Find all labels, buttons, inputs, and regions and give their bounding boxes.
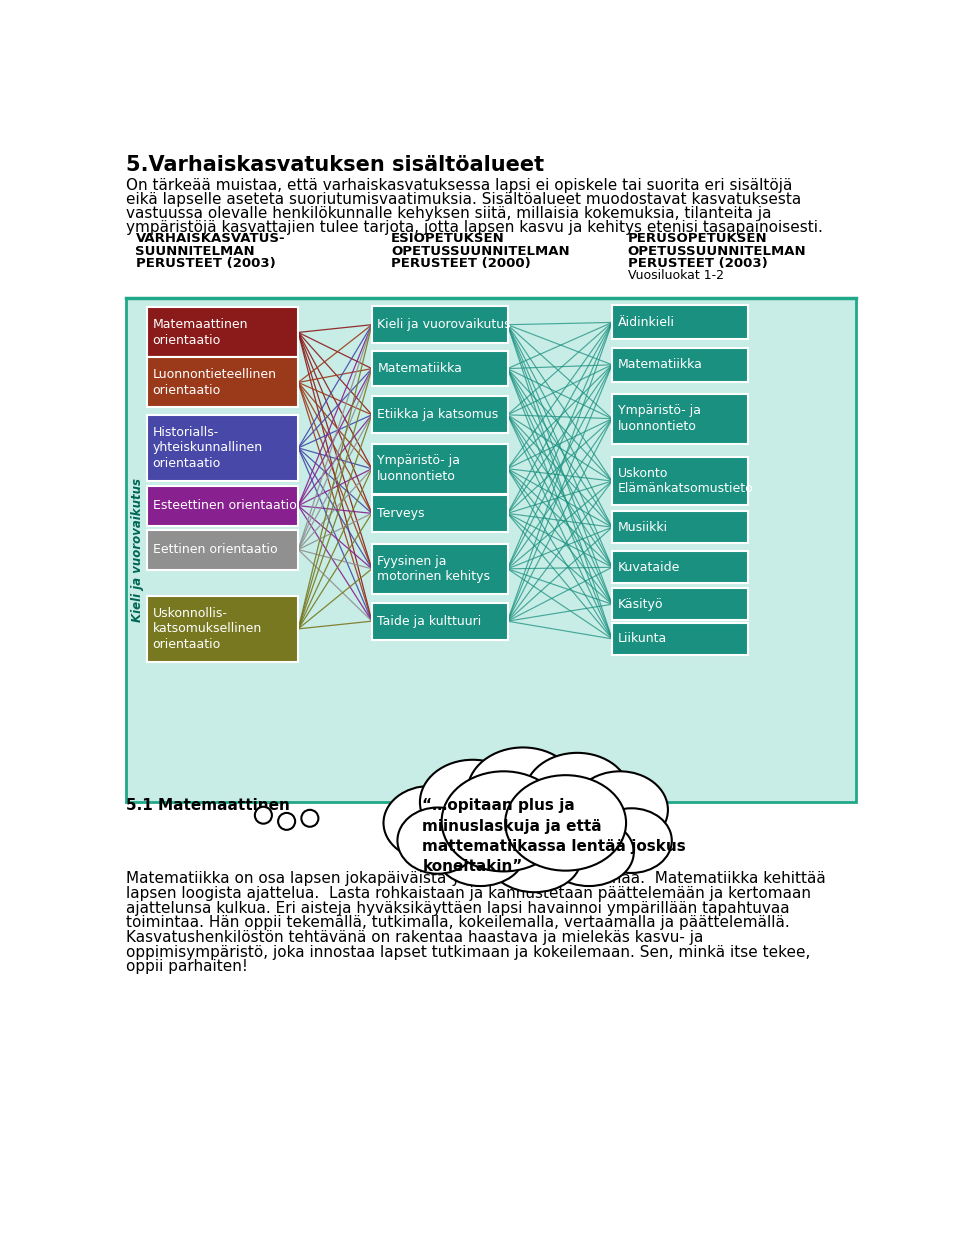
FancyBboxPatch shape — [126, 298, 856, 802]
Text: lapsen loogista ajattelua.  Lasta rohkaistaan ja kannustetaan päättelemään ja ke: lapsen loogista ajattelua. Lasta rohkais… — [126, 886, 811, 901]
FancyBboxPatch shape — [612, 457, 748, 505]
Text: OPETUSSUUNNITELMAN: OPETUSSUUNNITELMAN — [392, 245, 570, 257]
Text: PERUSOPETUKSEN: PERUSOPETUKSEN — [628, 232, 767, 245]
Ellipse shape — [505, 776, 626, 870]
FancyBboxPatch shape — [147, 486, 299, 526]
Text: Luonnontieteellinen
orientaatio: Luonnontieteellinen orientaatio — [153, 368, 276, 397]
Ellipse shape — [488, 824, 581, 892]
Ellipse shape — [544, 818, 634, 886]
Text: eikä lapselle aseteta suoriutumisvaatimuksia. Sisältöalueet muodostavat kasvatuk: eikä lapselle aseteta suoriutumisvaatimu… — [126, 193, 802, 208]
Text: ESIOPETUKSEN: ESIOPETUKSEN — [392, 232, 505, 245]
Text: oppimisympäristö, joka innostaa lapset tutkimaan ja kokeilemaan. Sen, minkä itse: oppimisympäristö, joka innostaa lapset t… — [126, 945, 810, 960]
Ellipse shape — [442, 772, 565, 871]
Text: Kieli ja vuorovaikutus: Kieli ja vuorovaikutus — [131, 479, 144, 622]
FancyBboxPatch shape — [372, 444, 508, 493]
Text: 5.Varhaiskasvatuksen sisältöalueet: 5.Varhaiskasvatuksen sisältöalueet — [126, 155, 544, 175]
Text: Etiikka ja katsomus: Etiikka ja katsomus — [377, 408, 498, 421]
FancyBboxPatch shape — [147, 307, 299, 358]
Text: toimintaa. Hän oppii tekemällä, tutkimalla, kokeilemalla, vertaamalla ja päättel: toimintaa. Hän oppii tekemällä, tutkimal… — [126, 915, 790, 930]
Ellipse shape — [397, 808, 478, 874]
FancyBboxPatch shape — [612, 348, 748, 382]
Text: Ympäristö- ja
luonnontieto: Ympäristö- ja luonnontieto — [617, 404, 701, 433]
Circle shape — [301, 810, 319, 827]
Text: Uskonto
Elämänkatsomustieto: Uskonto Elämänkatsomustieto — [617, 467, 754, 495]
Text: Fyysinen ja
motorinen kehitys: Fyysinen ja motorinen kehitys — [377, 554, 491, 583]
Ellipse shape — [468, 747, 579, 837]
Text: Kasvatushenkilöstön tehtävänä on rakentaa haastava ja mielekäs kasvu- ja: Kasvatushenkilöstön tehtävänä on rakenta… — [126, 930, 704, 945]
Text: Musiikki: Musiikki — [617, 521, 667, 533]
Text: oppii parhaiten!: oppii parhaiten! — [126, 960, 248, 975]
FancyBboxPatch shape — [372, 495, 508, 532]
Text: Kuvataide: Kuvataide — [617, 561, 680, 574]
Text: Vuosiluokat 1-2: Vuosiluokat 1-2 — [628, 270, 724, 282]
FancyBboxPatch shape — [372, 397, 508, 434]
Text: Historialls-
yhteiskunnallinen
orientaatio: Historialls- yhteiskunnallinen orientaat… — [153, 426, 263, 470]
Text: Käsityö: Käsityö — [617, 598, 663, 610]
Text: Äidinkieli: Äidinkieli — [617, 316, 675, 329]
FancyBboxPatch shape — [372, 543, 508, 594]
Text: Ympäristö- ja
luonnontieto: Ympäristö- ja luonnontieto — [377, 455, 460, 484]
Text: Uskonnollis-
katsomuksellinen
orientaatio: Uskonnollis- katsomuksellinen orientaati… — [153, 607, 262, 651]
Ellipse shape — [591, 808, 672, 873]
FancyBboxPatch shape — [612, 511, 748, 543]
FancyBboxPatch shape — [372, 352, 508, 385]
Circle shape — [278, 813, 295, 830]
Ellipse shape — [572, 772, 668, 848]
Circle shape — [254, 807, 272, 824]
Text: Matemaattinen
orientaatio: Matemaattinen orientaatio — [153, 318, 248, 347]
Text: “…opitaan plus ja
miinuslaskuja ja että
mattematiikassa lentää joskus
koneitakin: “…opitaan plus ja miinuslaskuja ja että … — [422, 798, 686, 875]
FancyBboxPatch shape — [147, 358, 299, 408]
Text: PERUSTEET (2003): PERUSTEET (2003) — [135, 257, 276, 270]
FancyBboxPatch shape — [612, 588, 748, 620]
Text: Eettinen orientaatio: Eettinen orientaatio — [153, 543, 277, 556]
Text: SUUNNITELMAN: SUUNNITELMAN — [135, 245, 255, 257]
Ellipse shape — [436, 818, 525, 886]
Text: Taide ja kulttuuri: Taide ja kulttuuri — [377, 615, 482, 628]
Text: VARHAISKASVATUS-: VARHAISKASVATUS- — [135, 232, 285, 245]
Ellipse shape — [420, 759, 525, 844]
FancyBboxPatch shape — [372, 603, 508, 640]
Text: OPETUSSUUNNITELMAN: OPETUSSUUNNITELMAN — [628, 245, 806, 257]
FancyBboxPatch shape — [612, 623, 748, 655]
FancyBboxPatch shape — [612, 394, 748, 444]
Text: ajattelunsa kulkua. Eri aisteja hyväksikäyttäen lapsi havainnoi ympärillään tapa: ajattelunsa kulkua. Eri aisteja hyväksik… — [126, 901, 790, 916]
Text: Matematiikka: Matematiikka — [617, 358, 703, 372]
Text: Terveys: Terveys — [377, 507, 424, 520]
FancyBboxPatch shape — [147, 597, 299, 661]
Text: Liikunta: Liikunta — [617, 633, 667, 645]
Text: Matematiikka on osa lapsen jokapäiväistä ympärillä olevaa elämää.  Matematiikka : Matematiikka on osa lapsen jokapäiväistä… — [126, 871, 826, 886]
Text: On tärkeää muistaa, että varhaiskasvatuksessa lapsi ei opiskele tai suorita eri : On tärkeää muistaa, että varhaiskasvatuk… — [126, 179, 793, 194]
Text: ympäristöjä kasvattajien tulee tarjota, jotta lapsen kasvu ja kehitys etenisi ta: ympäristöjä kasvattajien tulee tarjota, … — [126, 220, 823, 235]
FancyBboxPatch shape — [147, 530, 299, 569]
Text: PERUSTEET (2003): PERUSTEET (2003) — [628, 257, 767, 270]
Text: 5.1 Matemaattinen: 5.1 Matemaattinen — [126, 798, 290, 813]
Text: Esteettinen orientaatio: Esteettinen orientaatio — [153, 500, 297, 512]
Text: Matematiikka: Matematiikka — [377, 362, 462, 375]
FancyBboxPatch shape — [612, 306, 748, 339]
Text: vastuussa olevalle henkilökunnalle kehyksen siitä, millaisia kokemuksia, tilante: vastuussa olevalle henkilökunnalle kehyk… — [126, 206, 772, 221]
FancyBboxPatch shape — [147, 415, 299, 481]
Ellipse shape — [524, 753, 630, 837]
Text: PERUSTEET (2000): PERUSTEET (2000) — [392, 257, 531, 270]
FancyBboxPatch shape — [612, 551, 748, 583]
FancyBboxPatch shape — [372, 306, 508, 343]
Ellipse shape — [383, 786, 476, 860]
Text: Kieli ja vuorovaikutus: Kieli ja vuorovaikutus — [377, 318, 511, 331]
